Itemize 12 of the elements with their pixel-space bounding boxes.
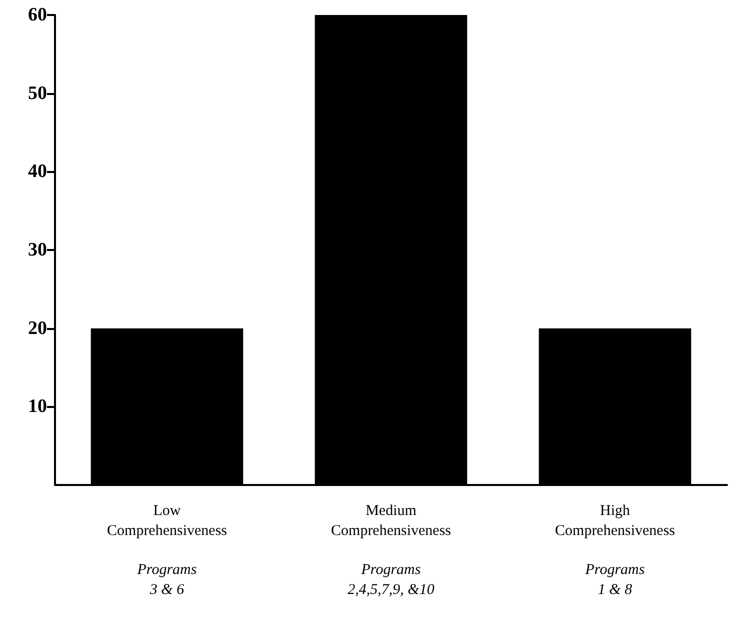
x-tick-label: High Comprehensiveness xyxy=(555,503,676,539)
text: Programs 2,4,5,7,9, &10 xyxy=(348,562,435,598)
text: Programs 3 & 6 xyxy=(136,562,197,598)
y-tick-label: 30 xyxy=(28,240,47,260)
x-tick-label: Low Comprehensiveness xyxy=(107,503,228,539)
text: Programs 1 & 8 xyxy=(584,562,645,598)
y-tick-label: 20 xyxy=(28,318,47,339)
y-tick-label: 50 xyxy=(28,82,47,104)
y-tick-label: 10 xyxy=(28,396,47,418)
y-tick-label: 60 xyxy=(28,4,47,26)
y-tick-label: 40 xyxy=(28,161,47,182)
x-tick-label: Medium Comprehensiveness xyxy=(331,503,452,539)
